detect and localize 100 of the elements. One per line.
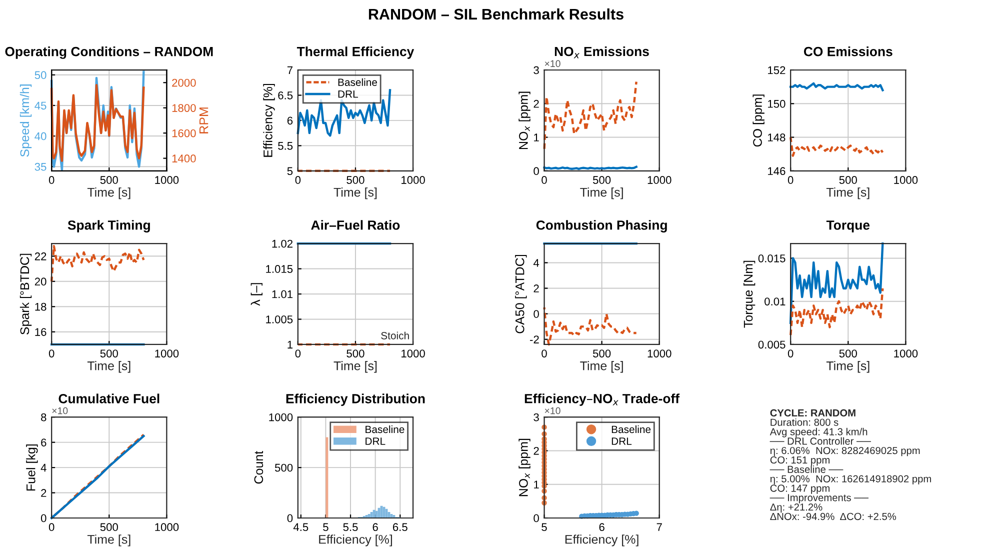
- x-tick-label: 500: [100, 523, 118, 532]
- x-tick-label: 1000: [155, 176, 179, 184]
- y-tick-label: 18: [35, 302, 46, 311]
- y-tick-label: 2: [534, 284, 539, 292]
- x-tick-label: 0: [48, 176, 54, 184]
- y-tick-label: 0.01: [764, 298, 786, 306]
- x-tick-label: 500: [839, 176, 857, 184]
- y-tick-label: 1: [534, 480, 539, 488]
- y-axis-title: CA50 [°ATDC]: [515, 254, 527, 334]
- y-axis-title: λ [–]: [250, 283, 262, 306]
- x-axis-title: Time [s]: [87, 534, 130, 546]
- y-tick-label: 0: [534, 514, 539, 522]
- y-tick-label: 152: [768, 66, 786, 74]
- chart-title: Cumulative Fuel: [58, 394, 160, 404]
- y-tick-label: 6: [41, 438, 46, 446]
- y-tick-label: 0.005: [758, 340, 786, 349]
- y-tick-label: 7: [287, 66, 292, 74]
- text: ×10: [544, 407, 560, 414]
- y-tick-label: 6.5: [278, 91, 293, 100]
- y-tick-label: 5: [287, 167, 293, 176]
- text: CO: 147 ppm: [770, 484, 830, 494]
- x-tick-label: 6.5: [392, 523, 408, 532]
- x-tick-label: 0: [295, 176, 301, 184]
- x-axis-title: Time [s]: [87, 188, 130, 200]
- legend-label: Baseline: [612, 425, 651, 434]
- chart-title: Efficiency–NO$_{x}$ Trade-off: [524, 394, 680, 406]
- x-tick-label: 4.5: [293, 523, 308, 532]
- y-axis-title: NO$_{x}$ [ppm]: [518, 92, 530, 149]
- x-tick-label: 0: [788, 176, 794, 184]
- x-tick-label: 1000: [402, 350, 425, 358]
- x-tick-label: 6: [372, 523, 378, 532]
- text: RANDOM – SIL Benchmark Results: [368, 8, 624, 20]
- y-tick-label: 1.02: [272, 240, 292, 248]
- x-tick-label: 0: [295, 350, 301, 358]
- y-tick-label: 22: [34, 252, 46, 260]
- y-axis-title: Speed [km/h]: [20, 84, 32, 157]
- x-tick-label: 0: [48, 523, 54, 532]
- x-axis-title: Time [s]: [580, 188, 623, 200]
- y-tick-label: 20: [34, 278, 46, 286]
- text: ── Improvements ──: [770, 494, 869, 504]
- y-tick-label: 40: [34, 132, 46, 140]
- y-tick-label: 148: [768, 134, 786, 142]
- y-tick-label: 3: [534, 413, 539, 422]
- legend-label: Baseline: [366, 425, 404, 434]
- y-axis-title: Torque [Nm]: [743, 260, 756, 328]
- text: η: 6.06% NOx: 8282469025 ppm: [770, 446, 920, 456]
- y-tick-label: 1.005: [266, 315, 293, 324]
- y-tick-label: 0: [534, 167, 539, 176]
- text: ── Baseline ──: [770, 466, 844, 473]
- y-tick-label: 1: [534, 134, 539, 142]
- x-tick-label: 1000: [155, 523, 179, 532]
- y-tick-label: 0: [287, 514, 293, 522]
- text: CO: 151 ppm: [770, 456, 830, 466]
- legend-label: DRL: [366, 438, 386, 445]
- y-tick-label: 2: [534, 100, 539, 108]
- text: η: 5.00% NOx: 162614918902 ppm: [770, 475, 931, 484]
- y-tick-label: 4: [40, 464, 46, 472]
- x-axis-title: Time [s]: [334, 188, 377, 200]
- x-tick-label: 1000: [155, 350, 179, 358]
- y-axis-title: Fuel [kg]: [26, 444, 38, 490]
- chart-title: CO Emissions: [804, 46, 892, 56]
- y-tick-label: 1: [288, 340, 293, 348]
- x-axis-title: Time [s]: [826, 188, 870, 200]
- x-axis-title: Time [s]: [334, 361, 377, 373]
- text: Duration: 800 s: [770, 418, 838, 426]
- y2-tick-label: 1800: [172, 104, 196, 112]
- x-tick-label: 5: [323, 523, 328, 532]
- x-axis-title: Efficiency [%]: [565, 534, 638, 546]
- x-tick-label: 0: [542, 176, 547, 184]
- x-tick-label: 0: [542, 350, 547, 358]
- chart-title: Thermal Efficiency: [296, 46, 414, 59]
- y-tick-label: 1.01: [272, 290, 293, 298]
- y2-axis-title: RPM: [200, 108, 208, 134]
- x-axis-title: Time [s]: [826, 361, 870, 373]
- y2-tick-label: 1600: [172, 129, 196, 138]
- y-tick-label: 0: [534, 310, 539, 318]
- text: Δη: +21.2%: [770, 503, 822, 513]
- y-tick-label: 1000: [269, 413, 293, 422]
- y-tick-label: 0: [40, 514, 46, 522]
- legend-label: Baseline: [338, 78, 377, 86]
- text: ΔNOx: -94.9% ΔCO: +2.5%: [770, 512, 896, 520]
- x-tick-label: 500: [839, 350, 857, 358]
- annotation: Stoich: [381, 332, 409, 340]
- x-tick-label: 1000: [894, 350, 918, 358]
- chart-title: Spark Timing: [68, 220, 150, 232]
- y-tick-label: 3: [534, 66, 539, 74]
- y-tick-label: 0.015: [758, 254, 786, 262]
- x-tick-label: 0: [788, 350, 794, 358]
- y-tick-label: 5.5: [278, 142, 293, 150]
- chart-title: Efficiency Distribution: [286, 394, 425, 406]
- x-tick-label: 500: [100, 176, 118, 184]
- x-tick-label: 6: [599, 523, 604, 532]
- chart-title: NO$_{x}$ Emissions: [554, 46, 649, 58]
- y-axis-title: Spark [°BTDC]: [20, 254, 32, 334]
- y-tick-label: 8: [41, 413, 46, 422]
- x-tick-label: 1000: [648, 350, 672, 358]
- x-tick-label: 5.5: [343, 523, 358, 532]
- legend-label: DRL: [612, 438, 632, 445]
- chart-title: Torque: [826, 220, 870, 232]
- y-tick-label: -2: [530, 336, 539, 344]
